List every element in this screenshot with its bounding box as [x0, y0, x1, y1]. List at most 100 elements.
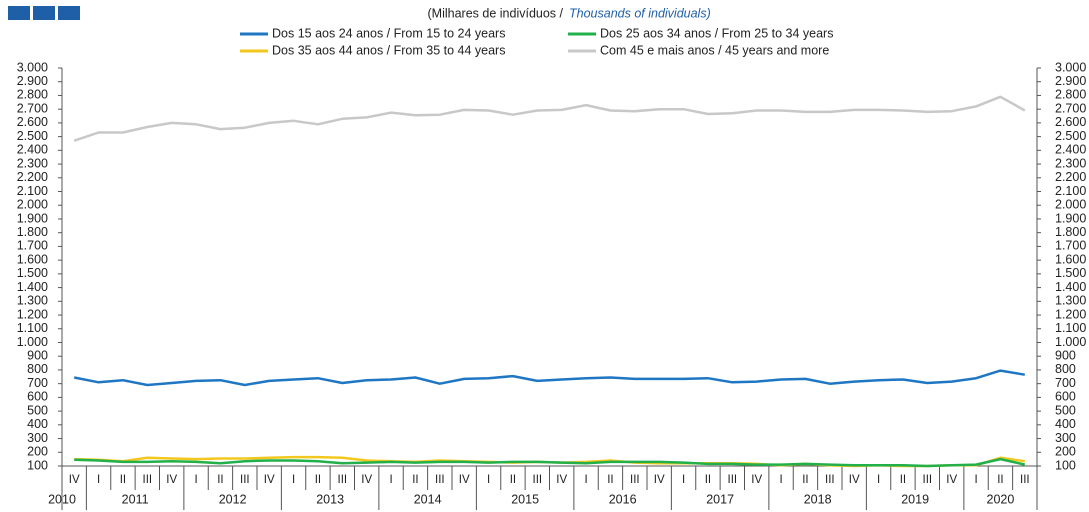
y2-tick-label: 300 — [1055, 431, 1076, 445]
y-tick-label: 1.300 — [17, 294, 48, 308]
y2-tick-label: 1.900 — [1055, 211, 1086, 225]
y-tick-label: 1.100 — [17, 321, 48, 335]
y2-tick-label: 2.500 — [1055, 129, 1086, 143]
x-tick-label: I — [584, 474, 587, 486]
x-tick-label: IV — [459, 474, 470, 486]
y2-tick-label: 700 — [1055, 376, 1076, 390]
x-tick-label: III — [923, 474, 933, 486]
x-tick-label: III — [1020, 474, 1030, 486]
x-tick-label: II — [412, 474, 418, 486]
y2-tick-label: 1.500 — [1055, 266, 1086, 280]
year-label: 2014 — [414, 492, 442, 506]
logo-block — [58, 6, 80, 20]
y-tick-label: 900 — [27, 349, 48, 363]
x-tick-label: I — [389, 474, 392, 486]
y-tick-label: 1.900 — [17, 211, 48, 225]
y2-tick-label: 200 — [1055, 445, 1076, 459]
x-tick-label: I — [779, 474, 782, 486]
y2-tick-label: 2.700 — [1055, 101, 1086, 115]
x-tick-label: I — [97, 474, 100, 486]
x-tick-label: IV — [264, 474, 275, 486]
y2-tick-label: 2.300 — [1055, 156, 1086, 170]
x-tick-label: IV — [69, 474, 80, 486]
logo-block — [33, 6, 55, 20]
y-tick-label: 2.200 — [17, 170, 48, 184]
x-tick-label: II — [315, 474, 321, 486]
year-label: 2018 — [804, 492, 832, 506]
x-tick-label: I — [877, 474, 880, 486]
year-label: 2013 — [316, 492, 344, 506]
legend-label: Dos 15 aos 24 anos / From 15 to 24 years — [272, 26, 505, 40]
x-tick-label: IV — [166, 474, 177, 486]
y2-tick-label: 1.100 — [1055, 321, 1086, 335]
y-tick-label: 800 — [27, 362, 48, 376]
x-tick-label: III — [533, 474, 543, 486]
series-line — [74, 457, 1026, 468]
legend-label: Dos 25 aos 34 anos / From 25 to 34 years — [600, 26, 833, 40]
y-tick-label: 500 — [27, 403, 48, 417]
year-label: 2011 — [122, 492, 149, 506]
legend-label: Dos 35 aos 44 anos / From 35 to 44 years — [272, 43, 505, 57]
y2-tick-label: 1.800 — [1055, 225, 1086, 239]
y2-tick-label: 1.200 — [1055, 307, 1086, 321]
year-label: 2010 — [48, 492, 76, 506]
x-tick-label: I — [194, 474, 197, 486]
x-tick-label: IV — [751, 474, 762, 486]
x-tick-label: II — [705, 474, 711, 486]
y-tick-label: 1.700 — [17, 239, 48, 253]
x-tick-label: III — [435, 474, 445, 486]
y2-tick-label: 1.600 — [1055, 252, 1086, 266]
y-tick-label: 300 — [27, 431, 48, 445]
y2-tick-label: 600 — [1055, 390, 1076, 404]
y2-tick-label: 3.000 — [1055, 60, 1086, 74]
subtitle-pt: (Milhares de indivíduos / — [428, 6, 564, 20]
y2-tick-label: 800 — [1055, 362, 1076, 376]
y-tick-label: 3.000 — [17, 60, 48, 74]
year-label: 2015 — [511, 492, 539, 506]
x-tick-label: II — [802, 474, 808, 486]
y-tick-label: 1.800 — [17, 225, 48, 239]
x-tick-label: IV — [361, 474, 372, 486]
y-tick-label: 2.400 — [17, 143, 48, 157]
x-tick-label: II — [607, 474, 613, 486]
y2-tick-label: 1.400 — [1055, 280, 1086, 294]
y-tick-label: 100 — [27, 458, 48, 472]
y-tick-label: 1.200 — [17, 307, 48, 321]
y-tick-label: 2.800 — [17, 88, 48, 102]
y-tick-label: 2.900 — [17, 74, 48, 88]
y2-tick-label: 2.900 — [1055, 74, 1086, 88]
x-tick-label: II — [120, 474, 126, 486]
legend-label: Com 45 e mais anos / 45 years and more — [600, 43, 829, 57]
y-tick-label: 2.000 — [17, 198, 48, 212]
x-tick-label: III — [240, 474, 250, 486]
x-tick-label: IV — [946, 474, 957, 486]
x-tick-label: III — [630, 474, 640, 486]
y2-tick-label: 1.300 — [1055, 294, 1086, 308]
subtitle-en: Thousands of individuals) — [569, 6, 711, 20]
y-tick-label: 1.500 — [17, 266, 48, 280]
x-tick-label: II — [900, 474, 906, 486]
y-tick-label: 1.600 — [17, 252, 48, 266]
x-tick-label: II — [997, 474, 1003, 486]
x-tick-label: II — [510, 474, 516, 486]
y2-tick-label: 2.000 — [1055, 198, 1086, 212]
y2-tick-label: 1.700 — [1055, 239, 1086, 253]
x-tick-label: IV — [654, 474, 665, 486]
x-tick-label: I — [974, 474, 977, 486]
year-label: 2017 — [706, 492, 734, 506]
y2-tick-label: 2.400 — [1055, 143, 1086, 157]
year-label: 2020 — [987, 492, 1015, 506]
x-tick-label: III — [143, 474, 153, 486]
x-tick-label: IV — [849, 474, 860, 486]
y2-tick-label: 400 — [1055, 417, 1076, 431]
x-tick-label: III — [728, 474, 738, 486]
y2-tick-label: 2.600 — [1055, 115, 1086, 129]
y-tick-label: 2.100 — [17, 184, 48, 198]
x-tick-label: II — [217, 474, 223, 486]
logo-block — [8, 6, 30, 20]
y2-tick-label: 2.200 — [1055, 170, 1086, 184]
series-line — [73, 369, 1026, 387]
year-label: 2012 — [219, 492, 247, 506]
y2-tick-label: 900 — [1055, 349, 1076, 363]
